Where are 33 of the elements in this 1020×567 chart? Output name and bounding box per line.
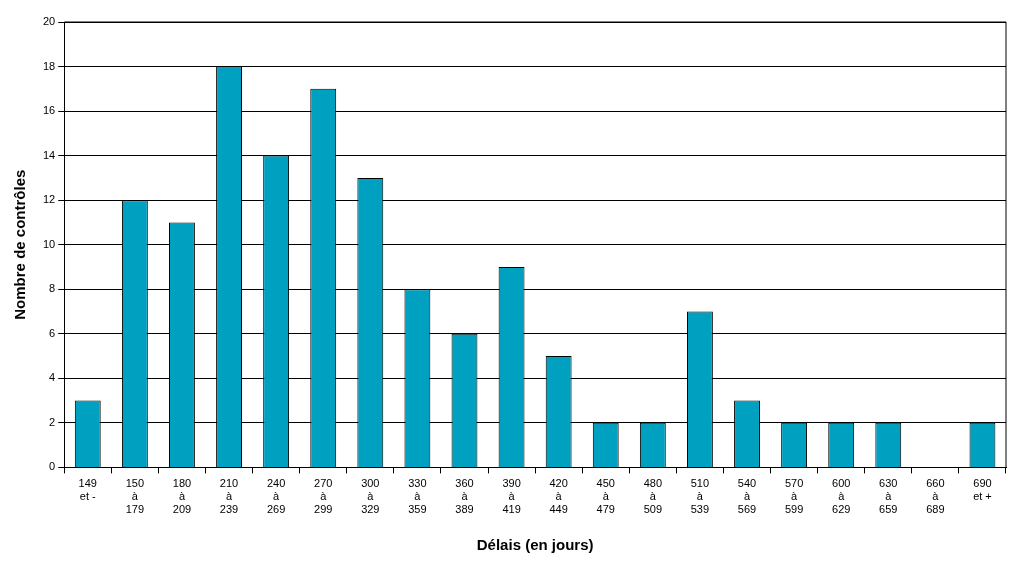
x-tick-label: 510 à 539 [690,477,710,516]
x-tick-label: 540 à 569 [737,477,757,516]
y-tick-label: 6 [49,326,56,339]
y-tick-label: 18 [42,59,56,72]
x-tick-label: 300 à 329 [361,477,380,516]
x-tick-label: 149 et - [78,477,97,503]
y-tick-label: 12 [42,193,56,206]
x-tick-label: 390 à 419 [502,477,521,516]
x-tick-label: 480 à 509 [643,477,663,516]
x-tick-label: 660 à 689 [926,477,945,516]
y-tick-label: 2 [49,415,56,428]
x-axis-title: Délais (en jours) [476,536,594,554]
x-tick-label: 240 à 269 [266,477,286,516]
y-tick-label: 10 [42,237,56,250]
x-tick-label: 180 à 209 [172,477,192,516]
y-tick-label: 20 [42,15,56,28]
y-tick-label: 16 [42,104,56,117]
x-tick-label: 210 à 239 [219,477,239,516]
y-axis-title: Nombre de contrôles [11,169,29,320]
y-tick-label: 4 [49,371,56,384]
y-tick-label: 0 [49,460,56,473]
x-tick-label: 450 à 479 [596,477,615,516]
x-tick-label: 630 à 659 [879,477,898,516]
x-tick-label: 690 et + [973,477,992,503]
x-tick-label: 600 à 629 [832,477,851,516]
y-tick-label: 8 [49,282,56,295]
x-tick-label: 330 à 359 [408,477,427,516]
x-tick-label: 360 à 389 [455,477,474,516]
x-tick-label: 420 à 449 [549,477,568,516]
x-tick-label: 150 à 179 [125,477,145,516]
x-tick-label: 570 à 599 [784,477,804,516]
x-tick-label: 270 à 299 [314,477,333,516]
y-tick-label: 14 [42,148,56,161]
